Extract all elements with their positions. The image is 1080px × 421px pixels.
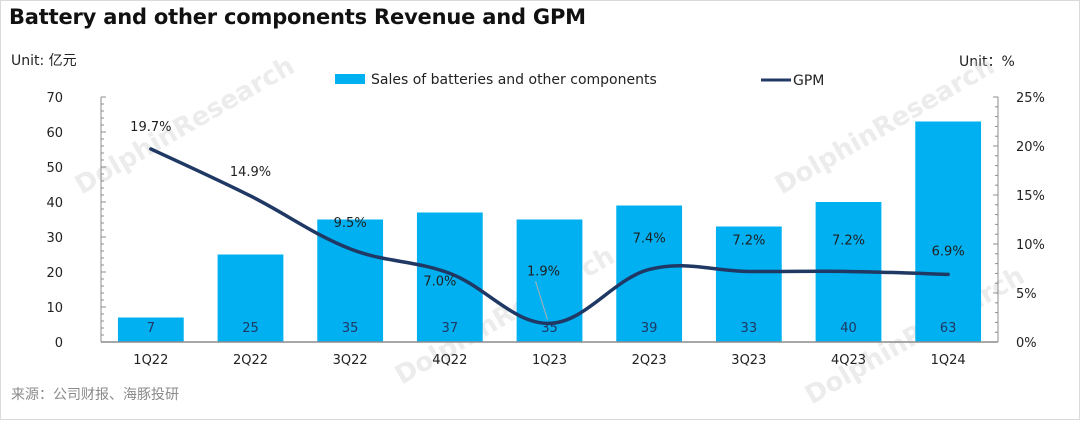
legend-line-label: GPM <box>793 73 824 89</box>
legend-bar-label: Sales of batteries and other components <box>371 72 657 88</box>
left-tick-label: 10 <box>46 301 63 316</box>
gpm-value-label: 1.9% <box>527 264 560 279</box>
legend-bar-swatch <box>335 74 365 84</box>
right-axis-unit: Unit：% <box>959 54 1015 70</box>
bar-3Q23 <box>715 226 782 342</box>
bar-value-label: 7 <box>147 321 155 336</box>
left-tick-label: 50 <box>46 161 63 176</box>
bar-value-label: 63 <box>940 321 957 336</box>
bar-4Q22 <box>416 212 483 342</box>
bar-value-label: 35 <box>342 321 359 336</box>
chart-title: Battery and other components Revenue and… <box>9 5 586 29</box>
bar-value-label: 40 <box>840 321 857 336</box>
x-tick-label: 1Q23 <box>532 353 567 368</box>
bar-2Q22 <box>217 254 284 342</box>
bar-1Q24 <box>915 121 982 342</box>
bar-1Q23 <box>516 219 583 342</box>
bar-value-label: 25 <box>242 321 259 336</box>
gpm-leader-line <box>535 281 548 320</box>
bar-1Q22 <box>117 317 184 342</box>
source-note: 来源：公司财报、海豚投研 <box>11 387 179 403</box>
x-tick-label: 4Q22 <box>432 353 467 368</box>
gpm-value-label: 19.7% <box>130 120 171 135</box>
gpm-value-label: 14.9% <box>230 165 271 180</box>
gpm-value-label: 7.2% <box>732 233 765 248</box>
left-tick-label: 70 <box>46 91 63 106</box>
x-tick-label: 2Q22 <box>233 353 268 368</box>
right-tick-label: 0% <box>1016 336 1037 351</box>
left-tick-label: 60 <box>46 126 63 141</box>
right-tick-label: 15% <box>1016 189 1045 204</box>
bar-value-label: 33 <box>741 321 758 336</box>
right-tick-label: 20% <box>1016 140 1045 155</box>
left-tick-label: 40 <box>46 196 63 211</box>
x-tick-label: 4Q23 <box>831 353 866 368</box>
x-tick-label: 3Q23 <box>731 353 766 368</box>
x-tick-label: 3Q22 <box>333 353 368 368</box>
x-tick-label: 2Q23 <box>632 353 667 368</box>
left-tick-label: 0 <box>55 336 63 351</box>
legend: Sales of batteries and other components … <box>335 72 824 89</box>
gpm-line <box>149 147 950 326</box>
right-tick-label: 10% <box>1016 238 1045 253</box>
x-tick-label: 1Q22 <box>133 353 168 368</box>
gpm-value-label: 9.5% <box>334 216 367 231</box>
x-tick-label: 1Q24 <box>931 353 966 368</box>
gpm-value-label: 7.4% <box>633 231 666 246</box>
right-tick-label: 5% <box>1016 287 1037 302</box>
right-tick-label: 25% <box>1016 91 1045 106</box>
left-tick-label: 20 <box>46 266 63 281</box>
left-axis-unit: Unit: 亿元 <box>11 53 77 69</box>
bar-2Q23 <box>616 205 683 342</box>
bar-value-label: 39 <box>641 321 658 336</box>
gpm-value-label: 6.9% <box>932 244 965 259</box>
left-tick-label: 30 <box>46 231 63 246</box>
gpm-value-label: 7.2% <box>832 233 865 248</box>
gpm-value-label: 7.0% <box>423 274 456 289</box>
bar-value-label: 37 <box>442 321 459 336</box>
